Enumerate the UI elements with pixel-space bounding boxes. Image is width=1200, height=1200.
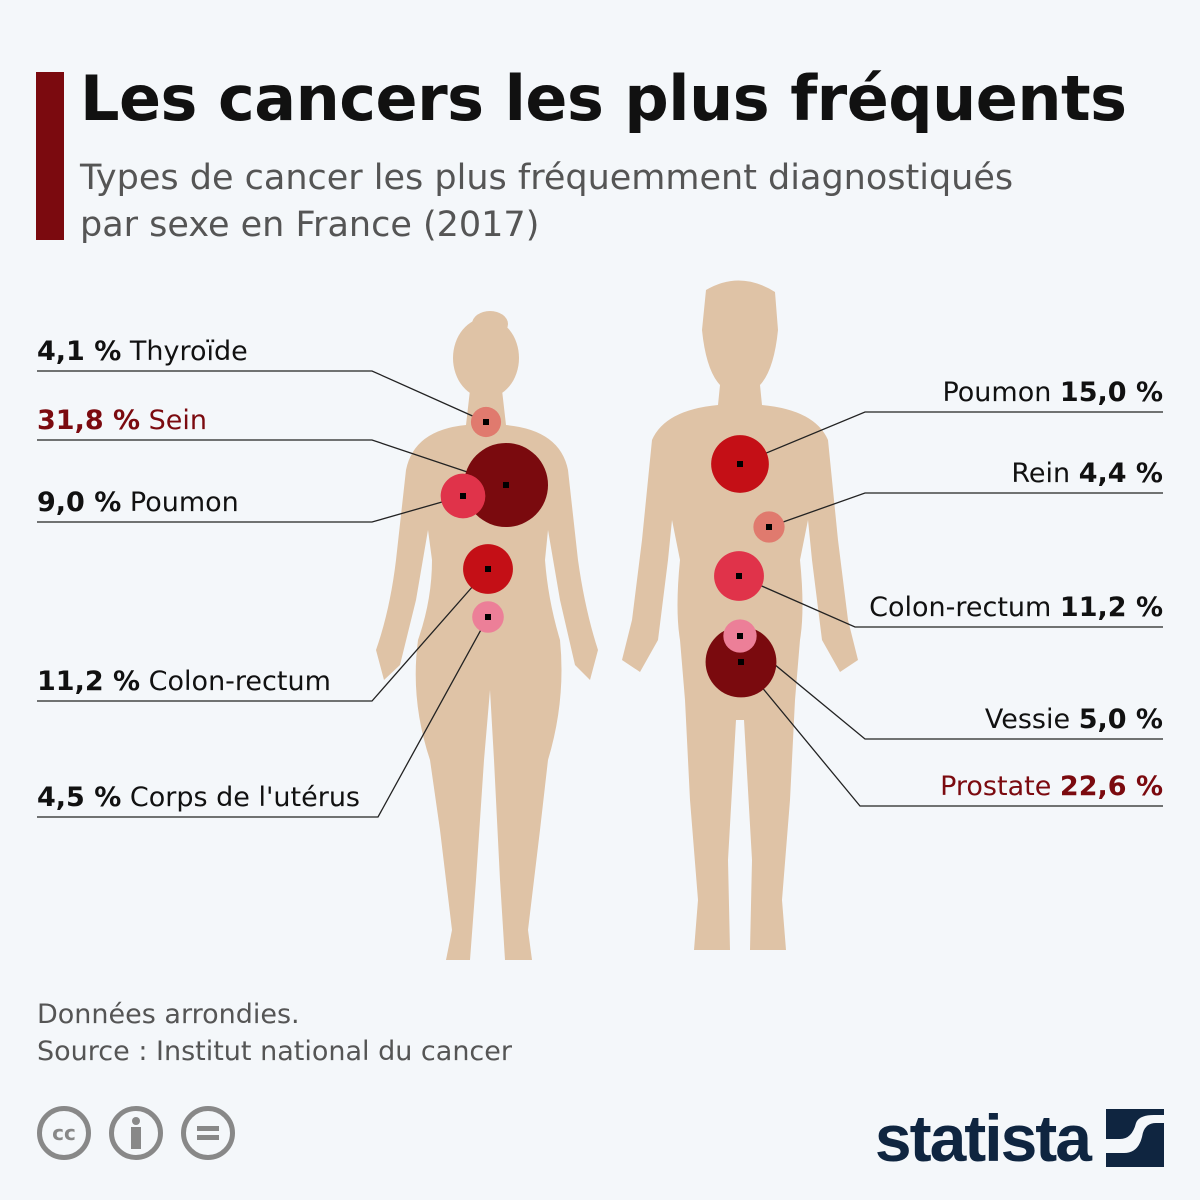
category-label: Colon-rectum	[869, 592, 1051, 623]
attribution-icon[interactable]	[109, 1106, 163, 1160]
bubble-label: Rein 4,4 %	[1011, 458, 1163, 489]
leader-lines	[37, 370, 1163, 818]
leader-line	[37, 439, 507, 486]
bubble-labels: 4,1 % Thyroïde 31,8 % Sein 9,0 % Poumon 11,…	[37, 336, 1163, 813]
leader-line	[739, 411, 1163, 465]
bubble-marker	[485, 614, 491, 620]
bubble-label: 9,0 % Poumon	[37, 487, 239, 518]
value-label: 4,1 %	[37, 336, 121, 367]
category-label: Poumon	[130, 487, 239, 518]
leader-line	[740, 661, 1163, 807]
value-label: 22,6 %	[1060, 771, 1163, 802]
brand-name: statista	[874, 1101, 1092, 1175]
value-label: 4,4 %	[1079, 458, 1163, 489]
bubble-marker	[766, 524, 772, 530]
bubble-marker	[736, 573, 742, 579]
bubble-marker	[483, 419, 489, 425]
statista-logo[interactable]: statista	[875, 1100, 1164, 1176]
bubble-marker	[503, 482, 509, 488]
female-silhouette	[376, 311, 598, 960]
category-label: Rein	[1011, 458, 1070, 489]
leader-line	[739, 635, 1163, 740]
bubble-label: Colon-rectum 11,2 %	[869, 592, 1163, 623]
bubble-label: 4,1 % Thyroïde	[37, 336, 248, 367]
leader-line	[37, 568, 489, 702]
bubble-marker	[738, 659, 744, 665]
bubble-label: Poumon 15,0 %	[942, 377, 1163, 408]
page-subtitle: Types de cancer les plus fréquemment dia…	[80, 158, 1014, 245]
value-label: 11,2 %	[1060, 592, 1163, 623]
leader-line	[37, 495, 464, 523]
bubble-label: Prostate 22,6 %	[940, 771, 1163, 802]
leader-line	[37, 370, 487, 423]
accent-bar	[36, 72, 64, 240]
leader-line	[768, 492, 1163, 528]
statista-logo-icon	[1106, 1109, 1164, 1167]
footnotes: Données arrondies. Source : Institut nat…	[37, 996, 512, 1070]
category-label: Poumon	[942, 377, 1051, 408]
bubble-marker	[485, 566, 491, 572]
category-label: Sein	[149, 405, 207, 436]
value-label: 5,0 %	[1079, 704, 1163, 735]
bubble-label: 11,2 % Colon-rectum	[37, 666, 331, 697]
category-label: Thyroïde	[129, 336, 248, 367]
bubble-marker	[737, 461, 743, 467]
male-silhouette	[622, 280, 858, 950]
value-label: 31,8 %	[37, 405, 140, 436]
value-label: 4,5 %	[37, 782, 121, 813]
no-derivatives-icon[interactable]	[181, 1106, 235, 1160]
bubble-marker	[460, 493, 466, 499]
bubbles	[440, 406, 785, 698]
bubble-label: 4,5 % Corps de l'utérus	[37, 782, 360, 813]
bubble-label: 31,8 % Sein	[37, 405, 207, 436]
category-label: Corps de l'utérus	[130, 782, 360, 813]
bubble-label: Vessie 5,0 %	[985, 704, 1163, 735]
category-label: Vessie	[985, 704, 1070, 735]
leader-line	[738, 575, 1163, 628]
bubble-marker	[737, 633, 743, 639]
category-label: Prostate	[940, 771, 1051, 802]
value-label: 11,2 %	[37, 666, 140, 697]
source-text: Source : Institut national du cancer	[37, 1036, 512, 1067]
note-text: Données arrondies.	[37, 999, 300, 1030]
leader-line	[37, 616, 489, 818]
cc-icon[interactable]: cc	[37, 1106, 91, 1160]
value-label: 15,0 %	[1060, 377, 1163, 408]
page-title: Les cancers les plus fréquents	[80, 62, 1127, 135]
category-label: Colon-rectum	[149, 666, 331, 697]
value-label: 9,0 %	[37, 487, 121, 518]
